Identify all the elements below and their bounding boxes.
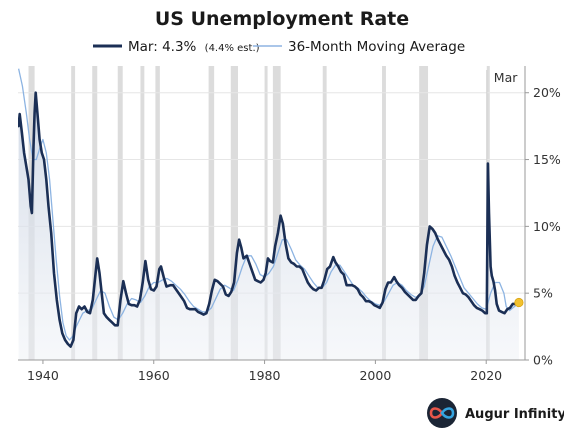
recession-band-4 — [140, 66, 145, 360]
recession-band-3 — [117, 66, 123, 360]
chart-title: US Unemployment Rate — [155, 8, 409, 30]
legend-label-moving-average: 36-Month Moving Average — [288, 39, 465, 55]
recession-band-7 — [230, 66, 238, 360]
infinity-logo-icon — [429, 407, 455, 419]
recession-band-1 — [71, 66, 76, 360]
unemployment-area — [18, 92, 519, 360]
recession-band-10 — [322, 66, 327, 360]
plot-area — [18, 68, 521, 360]
y-tick-label-0: 0% — [533, 353, 553, 368]
brand: Augur Infinity — [427, 398, 564, 428]
legend-entry-unemployment: Mar: 4.3% (4.4% est.) — [128, 39, 260, 55]
recession-band-5 — [155, 66, 160, 360]
y-tick-label-2: 10% — [533, 219, 561, 234]
legend-note-estimate: (4.4% est.) — [205, 43, 260, 54]
legend-label-unemployment: Mar: 4.3% — [128, 39, 197, 55]
y-tick-label-3: 15% — [533, 152, 561, 167]
recession-band-12 — [419, 66, 429, 360]
recession-band-6 — [208, 66, 215, 360]
recession-band-11 — [382, 66, 386, 360]
x-tick-label-2: 1980 — [249, 368, 281, 383]
brand-name: Augur Infinity — [465, 407, 564, 422]
recession-band-2 — [92, 66, 98, 360]
unemployment-line — [18, 91, 521, 348]
x-tick-label-0: 1940 — [27, 368, 59, 383]
x-tick-label-3: 2000 — [359, 368, 391, 383]
recession-band-9 — [272, 66, 281, 360]
axes: 1940 1960 1980 2000 2020 0% 5% 10% 15% 20% — [18, 66, 561, 383]
y-tick-label-4: 20% — [533, 85, 561, 100]
x-tick-label-4: 2020 — [470, 368, 502, 383]
y-tick-label-1: 5% — [533, 286, 553, 301]
legend: Mar: 4.3% (4.4% est.) 36-Month Moving Av… — [93, 39, 465, 55]
recession-band-8 — [264, 66, 268, 360]
latest-period-label: Mar — [494, 70, 518, 85]
latest-point-marker — [514, 297, 524, 308]
x-tick-label-1: 1960 — [138, 368, 170, 383]
